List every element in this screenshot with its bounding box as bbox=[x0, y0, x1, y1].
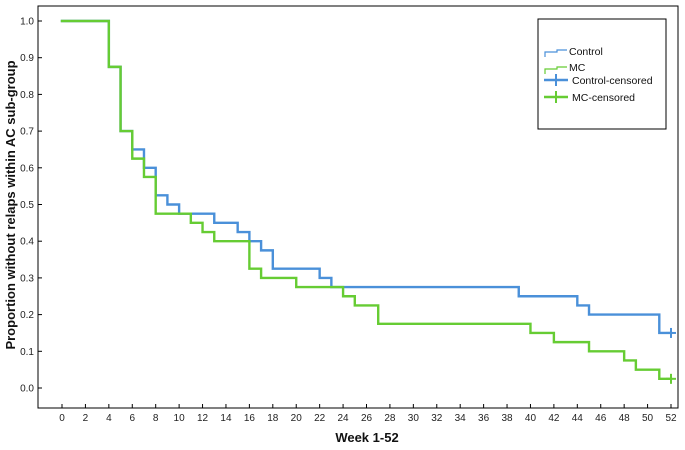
y-tick-label: 0.8 bbox=[20, 90, 34, 101]
series-line-control bbox=[60, 19, 673, 335]
y-tick-label: 1.0 bbox=[20, 17, 34, 28]
censor-mark-control-censored bbox=[666, 327, 676, 338]
y-tick-label: 0.7 bbox=[20, 127, 34, 138]
legend-item-mc-censored: MC-censored bbox=[544, 91, 635, 104]
legend-label-mc-censored: MC-censored bbox=[572, 92, 635, 104]
x-tick-label: 4 bbox=[106, 413, 112, 424]
y-tick-label: 0.0 bbox=[20, 384, 34, 395]
legend-label-control-censored: Control-censored bbox=[572, 75, 653, 87]
x-tick-label: 28 bbox=[384, 413, 396, 424]
legend-item-control-censored: Control-censored bbox=[544, 74, 653, 87]
x-tick-label: 26 bbox=[361, 413, 373, 424]
x-tick-label: 24 bbox=[338, 413, 350, 424]
x-tick-label: 16 bbox=[244, 413, 256, 424]
legend-item-mc: MC bbox=[544, 62, 586, 74]
x-tick-label: 52 bbox=[665, 413, 677, 424]
legend-box bbox=[537, 18, 667, 130]
series-layer bbox=[60, 19, 673, 381]
x-tick-label: 48 bbox=[619, 413, 631, 424]
x-tick-label: 38 bbox=[501, 413, 513, 424]
y-axis-ticks: 0.0 0.1 0.2 0.3 0.4 0.5 0.6 0.7 0.8 0.9 1.0 bbox=[20, 17, 42, 395]
legend-swatch-mc bbox=[544, 66, 567, 74]
y-tick-label: 0.5 bbox=[20, 200, 34, 211]
censor-mark-mc-censored bbox=[666, 373, 676, 384]
legend-item-control: Control bbox=[544, 46, 603, 58]
x-tick-label: 22 bbox=[314, 413, 326, 424]
x-tick-label: 6 bbox=[129, 413, 135, 424]
y-tick-label: 0.9 bbox=[20, 53, 34, 64]
x-tick-label: 34 bbox=[455, 413, 467, 424]
legend-label-mc: MC bbox=[569, 62, 586, 74]
y-tick-label: 0.2 bbox=[20, 310, 34, 321]
y-tick-label: 0.1 bbox=[20, 347, 34, 358]
x-tick-label: 42 bbox=[548, 413, 560, 424]
x-tick-label: 46 bbox=[595, 413, 607, 424]
x-tick-label: 36 bbox=[478, 413, 490, 424]
series-line-mc bbox=[60, 19, 673, 381]
x-tick-label: 40 bbox=[525, 413, 537, 424]
y-axis-title: Proportion without relaps within AC sub-… bbox=[3, 60, 18, 349]
x-tick-label: 8 bbox=[153, 413, 159, 424]
censor-layer bbox=[666, 327, 676, 384]
x-tick-label: 20 bbox=[291, 413, 303, 424]
x-tick-label: 32 bbox=[431, 413, 443, 424]
x-axis-ticks: 0 2 4 6 8 10 12 14 16 18 20 22 24 26 28 30 32 34 36 38 40 42 4… bbox=[59, 404, 677, 424]
y-tick-label: 0.6 bbox=[20, 163, 34, 174]
y-tick-label: 0.4 bbox=[20, 237, 34, 248]
y-tick-label: 0.3 bbox=[20, 273, 34, 284]
x-tick-label: 10 bbox=[174, 413, 186, 424]
x-tick-label: 2 bbox=[83, 413, 89, 424]
x-tick-label: 0 bbox=[59, 413, 65, 424]
legend-swatch-control bbox=[544, 49, 567, 57]
x-tick-label: 50 bbox=[642, 413, 654, 424]
x-tick-label: 30 bbox=[408, 413, 420, 424]
x-tick-label: 14 bbox=[220, 413, 232, 424]
x-tick-label: 12 bbox=[197, 413, 209, 424]
legend: Control MC Control-censored MC-censored bbox=[537, 18, 667, 130]
legend-label-control: Control bbox=[569, 46, 603, 58]
x-tick-label: 18 bbox=[267, 413, 279, 424]
x-axis-title: Week 1-52 bbox=[335, 430, 398, 445]
x-tick-label: 44 bbox=[572, 413, 584, 424]
